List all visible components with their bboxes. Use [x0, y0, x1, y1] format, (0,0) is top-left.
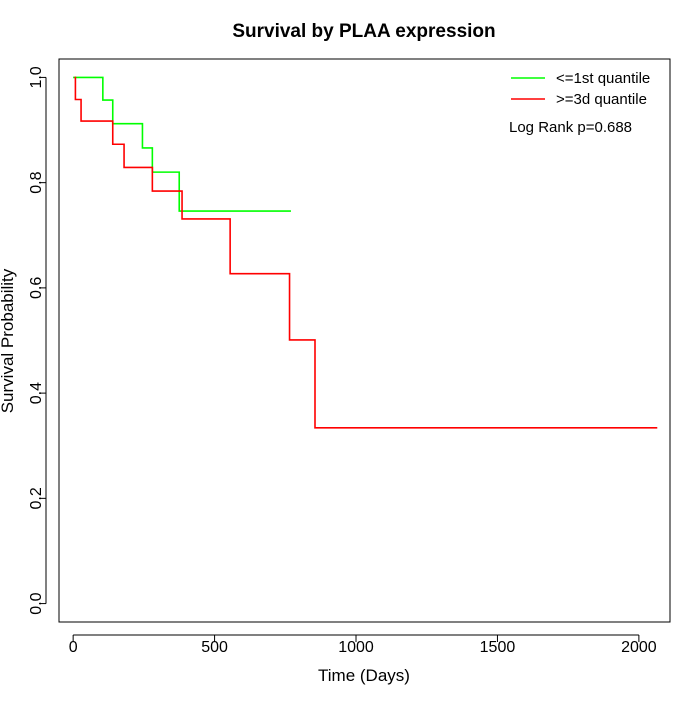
y-tick-label: 1.0 [28, 66, 45, 88]
x-axis-label: Time (Days) [318, 666, 410, 685]
x-axis: 0 500 1000 1500 2000 [69, 634, 657, 656]
plot-frame [58, 58, 671, 623]
x-tick-label: 1000 [338, 639, 374, 656]
y-axis: 0.0 0.2 0.4 0.6 0.8 1.0 [28, 66, 47, 615]
logrank-annotation: Log Rank p=0.688 [509, 119, 632, 136]
x-tick-label: 1500 [480, 639, 516, 656]
legend: <=1st quantile >=3d quantile [511, 70, 650, 108]
y-tick-label: 0.8 [28, 171, 45, 193]
legend-label: >=3d quantile [556, 91, 647, 108]
x-tick-label: 2000 [621, 639, 657, 656]
legend-label: <=1st quantile [556, 70, 650, 87]
y-axis-label: Survival Probability [0, 268, 17, 413]
y-tick-label: 0.4 [28, 382, 45, 404]
y-tick-label: 0.6 [28, 277, 45, 299]
y-tick-label: 0.2 [28, 487, 45, 509]
series-layer [73, 76, 658, 429]
x-tick-label: 0 [69, 639, 78, 656]
chart-title: Survival by PLAA expression [232, 21, 495, 42]
x-tick-label: 500 [201, 639, 228, 656]
survival-curve-1 [73, 76, 291, 212]
survival-curve-2 [74, 76, 658, 429]
y-tick-label: 0.0 [28, 592, 45, 614]
